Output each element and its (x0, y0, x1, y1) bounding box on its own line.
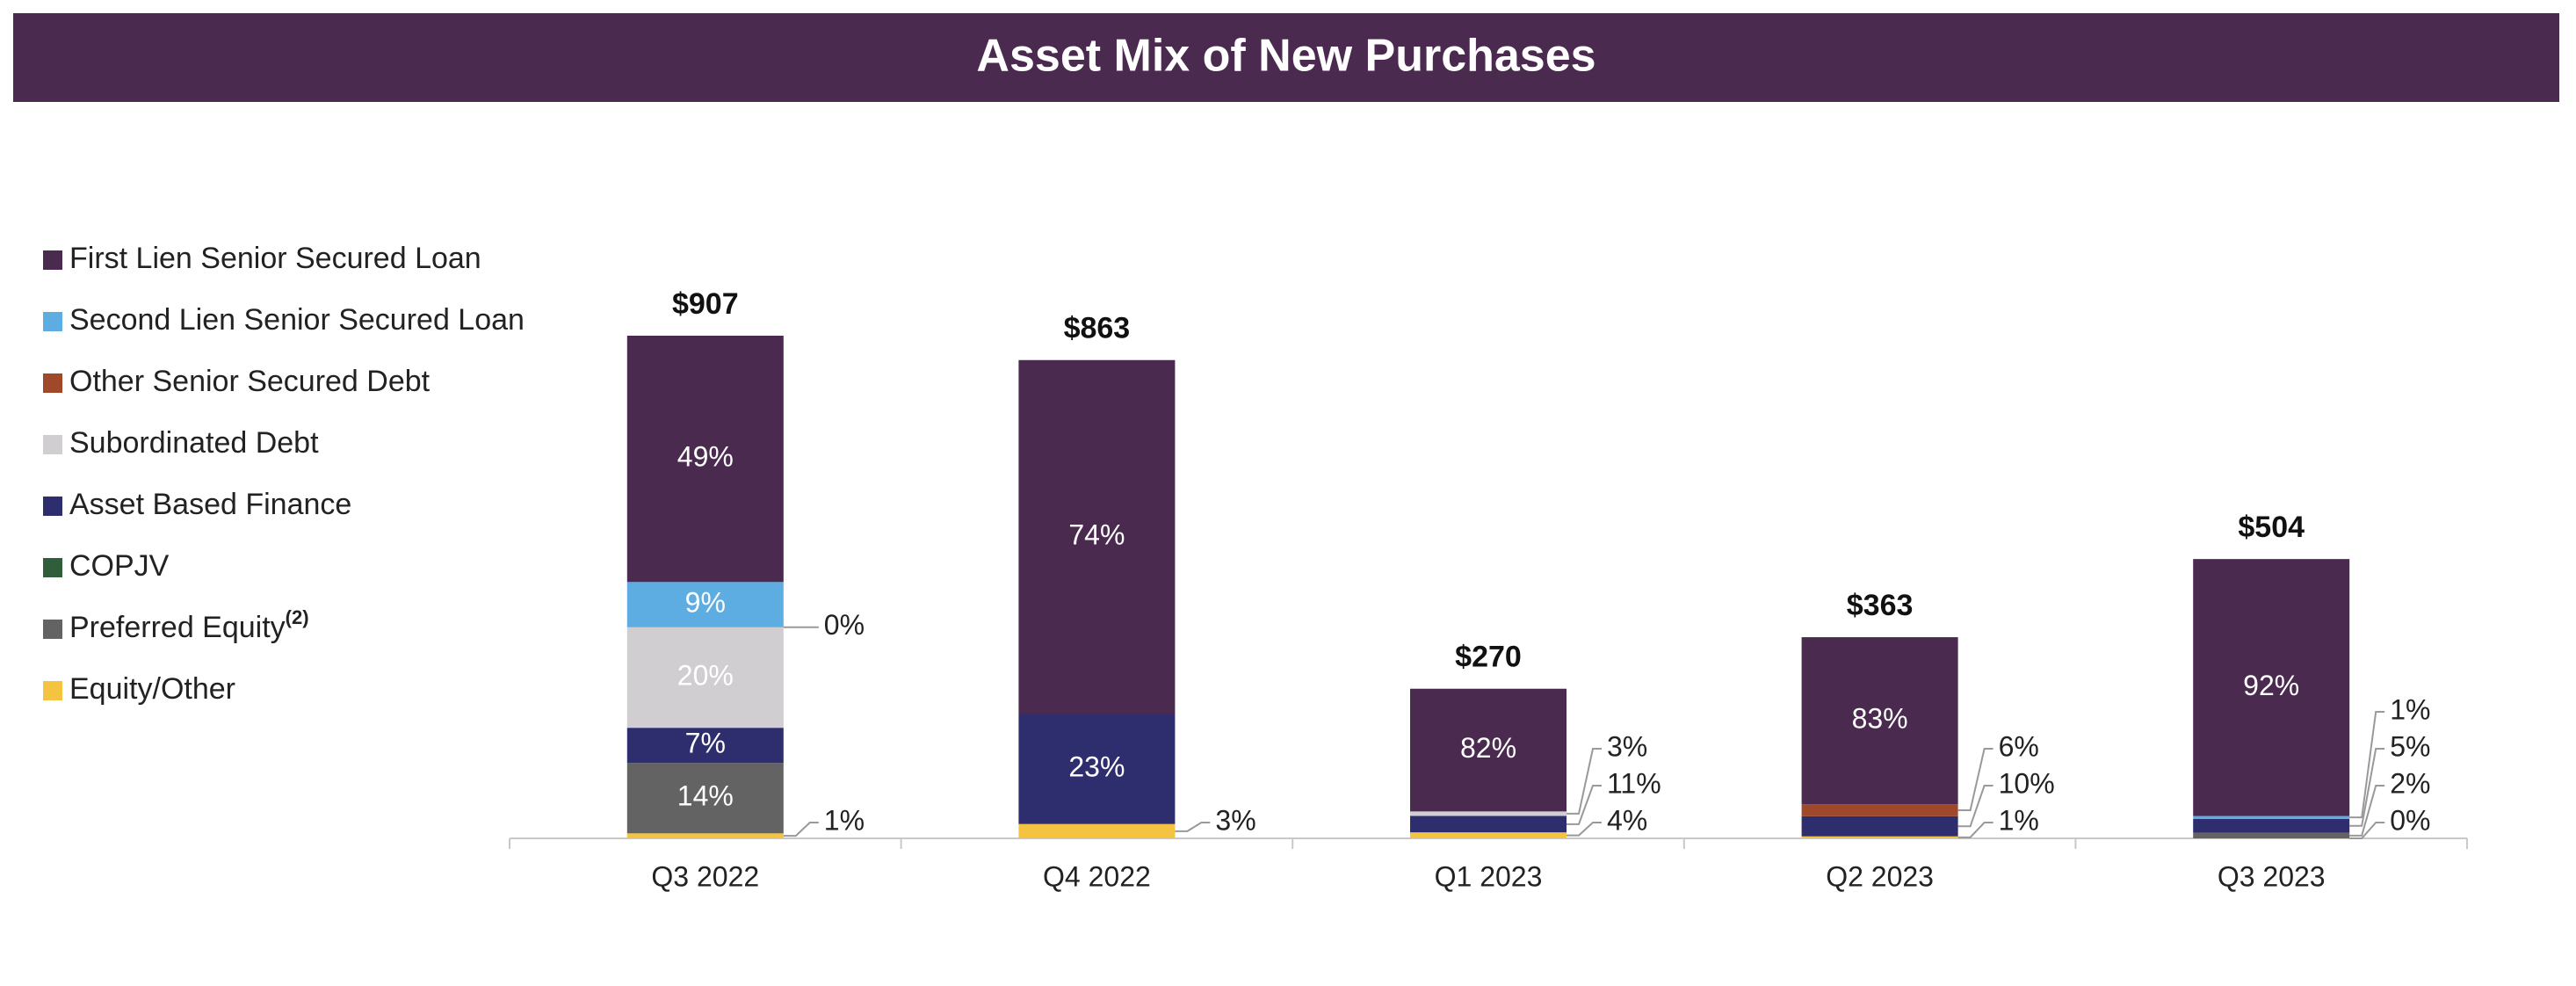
total-label: $907 (672, 287, 739, 321)
legend-label: First Lien Senior Secured Loan (69, 242, 481, 275)
bar-segment (2193, 818, 2350, 833)
bar-segment (1018, 823, 1176, 838)
bar-segment (626, 627, 784, 729)
legend-note: (2) (286, 606, 309, 628)
legend-swatch (43, 558, 62, 577)
value-label: 1% (2390, 693, 2430, 725)
value-label: 0% (2390, 804, 2430, 836)
value-label: 83% (1852, 703, 1908, 735)
bar-segment (1801, 804, 1958, 816)
bar-segment (1410, 688, 1567, 812)
leader-line (2349, 748, 2385, 827)
value-label: 4% (1607, 804, 1647, 836)
bar-segment (1018, 359, 1176, 714)
bar-segment (626, 728, 784, 764)
leader-line (1175, 822, 1211, 832)
legend-name: Asset Based Finance (69, 488, 351, 521)
legend-swatch (43, 620, 62, 639)
leader-line (1567, 748, 1602, 815)
total-label: $504 (2238, 511, 2305, 544)
value-label: 23% (1068, 751, 1125, 783)
bar-segment (1801, 836, 1958, 838)
title-banner (13, 13, 2559, 102)
legend-label: Second Lien Senior Secured Loan (69, 303, 525, 337)
value-label: 20% (677, 659, 734, 691)
legend-label: Other Senior Secured Debt (69, 365, 431, 398)
legend-label: Subordinated Debt (69, 426, 319, 460)
leader-line (2349, 711, 2385, 819)
legend-swatch (43, 681, 62, 700)
value-label: 9% (685, 586, 726, 618)
bar-segment (626, 582, 784, 627)
x-tick-label: Q2 2023 (1826, 860, 1934, 892)
legend-label: COPJV (69, 549, 170, 583)
leader-line (2349, 785, 2385, 837)
value-label: 49% (677, 441, 734, 473)
bar-segment (1801, 816, 1958, 837)
leader-line (1957, 785, 1994, 828)
x-tick-label: Q3 2022 (651, 860, 759, 892)
legend-name: Equity/Other (69, 672, 235, 706)
value-label: 10% (1999, 767, 2055, 799)
value-label: 6% (1999, 730, 2039, 762)
legend-name: COPJV (69, 549, 170, 583)
value-label: 5% (2390, 730, 2430, 762)
legend-name: First Lien Senior Secured Loan (69, 242, 481, 275)
bar-segment (1410, 811, 1567, 816)
value-label: 3% (1607, 730, 1647, 762)
legend-label: Equity/Other (69, 672, 235, 706)
bar-segment (1801, 637, 1958, 805)
value-label: 74% (1068, 519, 1125, 551)
chart-title: Asset Mix of New Purchases (976, 31, 1596, 82)
legend-swatch (43, 250, 62, 270)
bar-segment (2193, 832, 2350, 838)
bar-segment (1410, 832, 1567, 838)
total-label: $863 (1064, 312, 1131, 345)
legend-name: Other Senior Secured Debt (69, 365, 431, 398)
value-label: 1% (1999, 804, 2039, 836)
bar-segment (1410, 816, 1567, 833)
value-label: 92% (2243, 670, 2299, 701)
bar-segment (1018, 714, 1176, 824)
value-label: 7% (685, 728, 726, 759)
legend-label: Asset Based Finance (69, 488, 351, 521)
value-label: 82% (1460, 732, 1516, 764)
legend-swatch (43, 312, 62, 331)
legend-swatch (43, 497, 62, 516)
bar-segment (626, 833, 784, 838)
legend-label: Preferred Equity(2) (69, 606, 309, 644)
x-tick-label: Q3 2023 (2218, 860, 2326, 892)
value-label: 2% (2390, 767, 2430, 799)
x-tick-label: Q4 2022 (1043, 860, 1151, 892)
x-tick-label: Q1 2023 (1435, 860, 1543, 892)
legend-swatch (43, 435, 62, 454)
value-label: 3% (1215, 804, 1255, 836)
legend-name: Preferred Equity (69, 611, 286, 644)
value-label: 11% (1607, 767, 1661, 799)
leader-line (783, 822, 819, 837)
leader-line (1567, 785, 1602, 825)
bar-segment (2193, 559, 2350, 816)
legend-swatch (43, 373, 62, 393)
leader-line (1957, 822, 1994, 838)
total-label: $270 (1455, 641, 1522, 674)
legend-name: Second Lien Senior Secured Loan (69, 303, 525, 337)
leader-line (2349, 822, 2385, 839)
legend-name: Subordinated Debt (69, 426, 319, 460)
value-label: 14% (677, 780, 734, 812)
value-label: 1% (824, 804, 865, 836)
bar-segment (626, 336, 784, 583)
value-label: 0% (824, 609, 865, 641)
leader-line (1957, 748, 1994, 811)
leader-line (1567, 822, 1602, 837)
bar-segment (626, 763, 784, 834)
total-label: $363 (1847, 589, 1914, 622)
bar-segment (2193, 816, 2350, 819)
